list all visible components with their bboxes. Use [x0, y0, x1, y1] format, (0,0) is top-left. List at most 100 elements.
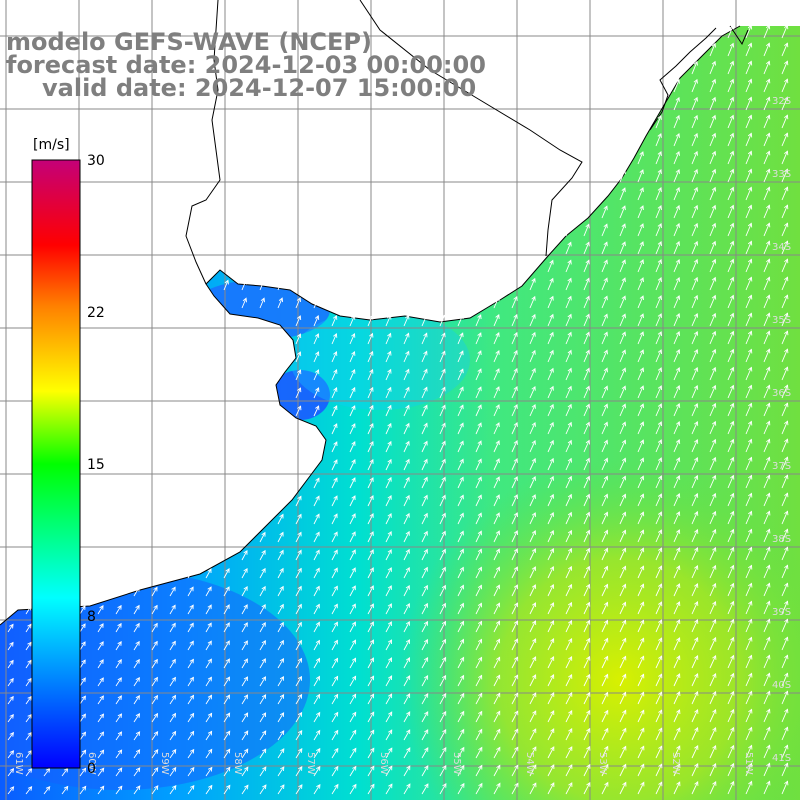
wind-arrow-head [243, 676, 248, 682]
wind-arrow [295, 766, 303, 777]
wind-arrow [619, 368, 626, 381]
wind-arrow [259, 586, 266, 597]
wind-arrow-head [278, 297, 284, 303]
wind-arrow [385, 675, 392, 687]
wind-arrow [349, 351, 355, 363]
wind-arrow [241, 748, 249, 759]
wind-arrow [745, 439, 752, 453]
wind-arrow-head [604, 709, 609, 715]
wind-arrow [583, 386, 590, 399]
wind-arrow [727, 259, 734, 273]
wind-arrow [511, 332, 518, 345]
wind-arrow [655, 583, 662, 597]
wind-arrow-head [748, 528, 753, 534]
wind-arrow-head [622, 673, 627, 679]
wind-arrow-head [766, 618, 771, 624]
wind-arrow-head [135, 731, 141, 736]
wind-arrow-head [387, 458, 392, 464]
wind-arrow-head [675, 475, 681, 480]
wind-arrow [385, 567, 392, 579]
wind-arrow-head [405, 422, 410, 428]
wind-arrow [655, 637, 663, 651]
wind-arrow-head [693, 258, 699, 264]
wind-arrow-head [621, 547, 627, 553]
wind-arrow [331, 748, 339, 759]
wind-arrow [655, 349, 662, 363]
wind-arrow-head [639, 349, 644, 355]
wind-arrow [457, 477, 464, 489]
wind-arrow [385, 693, 392, 705]
wind-arrow [475, 495, 482, 507]
wind-arrow [637, 187, 644, 201]
wind-arrow-head [729, 222, 735, 228]
wind-arrow [367, 730, 375, 741]
wind-arrow-head [603, 313, 608, 319]
wind-arrow-head [370, 747, 375, 753]
wind-arrow-head [603, 475, 609, 481]
wind-arrow [187, 731, 194, 741]
wind-arrow-head [423, 404, 428, 410]
wind-arrow [205, 677, 212, 687]
wind-arrow-head [748, 708, 753, 714]
wind-arrow [205, 749, 213, 759]
wind-arrow [385, 423, 392, 435]
wind-arrow [403, 729, 411, 741]
wind-arrow-head [153, 622, 158, 628]
wind-arrow-head [441, 350, 446, 356]
wind-arrow [691, 79, 698, 93]
wind-arrow-head [784, 204, 789, 210]
wind-arrow [133, 695, 140, 705]
wind-arrow-head [532, 692, 537, 698]
wind-arrow-head [693, 330, 699, 336]
wind-arrow-head [603, 259, 608, 265]
wind-arrow-head [567, 259, 572, 265]
wind-arrow [781, 331, 788, 345]
lon-label: 51W [743, 752, 754, 775]
wind-arrow [259, 568, 266, 579]
wind-arrow [367, 711, 375, 723]
wind-arrow [259, 298, 265, 309]
wind-arrow [403, 549, 410, 561]
wind-arrow-head [352, 783, 357, 789]
wind-arrow-head [99, 731, 105, 737]
wind-arrow-head [243, 658, 248, 664]
wind-arrow [403, 315, 410, 327]
wind-arrow [529, 602, 536, 615]
wind-arrow-head [387, 404, 392, 410]
wind-arrow-head [261, 531, 266, 537]
wind-arrow [439, 531, 446, 543]
wind-arrow-head [676, 619, 681, 625]
wind-arrow-head [477, 512, 482, 518]
wind-arrow [151, 677, 158, 687]
wind-arrow [691, 385, 698, 399]
wind-arrow [763, 259, 770, 273]
wind-arrow-head [693, 78, 698, 84]
wind-arrow-head [369, 585, 374, 591]
wind-arrow-head [586, 691, 591, 697]
wind-arrow [367, 477, 374, 489]
wind-arrow [97, 641, 104, 651]
wind-arrow [349, 405, 356, 417]
wind-arrow [493, 747, 501, 759]
wind-arrow [763, 727, 771, 741]
wind-arrow [655, 728, 663, 741]
wind-arrow-head [495, 296, 500, 301]
wind-arrow-head [333, 387, 338, 392]
wind-arrow-head [333, 585, 338, 591]
wind-arrow-head [333, 477, 338, 483]
wind-arrow [547, 674, 555, 687]
wind-arrow [745, 493, 752, 507]
wind-arrow-head [261, 621, 266, 627]
wind-arrow-head [315, 405, 320, 411]
wind-arrow [115, 641, 122, 651]
wind-arrow [295, 550, 302, 561]
wind-arrow [709, 763, 717, 777]
wind-arrow-head [765, 114, 771, 120]
wind-arrow-head [748, 456, 753, 462]
wind-arrow [529, 566, 536, 579]
wind-arrow [439, 585, 446, 597]
wind-arrow-head [495, 368, 500, 373]
wind-arrow-head [297, 531, 302, 537]
wind-arrow [565, 674, 573, 687]
wind-arrow [493, 639, 500, 651]
